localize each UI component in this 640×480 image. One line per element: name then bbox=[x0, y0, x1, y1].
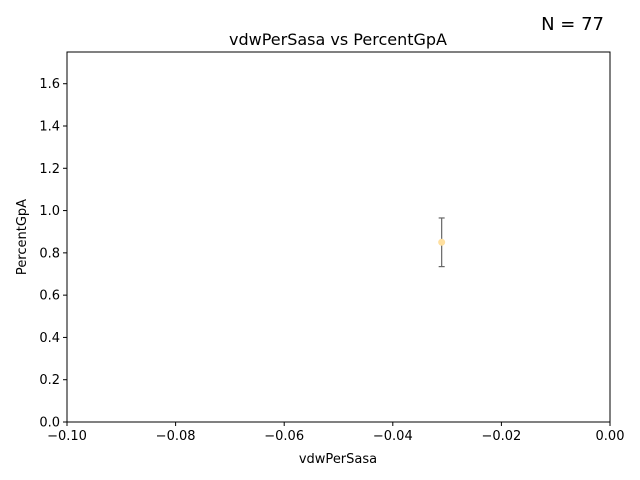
x-axis-label: vdwPerSasa bbox=[299, 452, 377, 467]
x-tick-label: 0.00 bbox=[596, 429, 625, 444]
y-tick-label: 1.6 bbox=[39, 77, 60, 92]
y-tick-label: 1.4 bbox=[39, 120, 60, 135]
y-tick-label: 0.6 bbox=[39, 289, 60, 304]
plot-frame bbox=[66, 51, 611, 423]
y-axis-label: PercentGpA bbox=[15, 199, 30, 275]
y-tick-label: 0.8 bbox=[39, 246, 60, 261]
y-tick-label: 1.0 bbox=[39, 204, 60, 219]
plot-area: −0.10 −0.08 −0.06 −0.04 −0.02 0.00 0.0 0.2 0.4 0.… bbox=[39, 51, 625, 444]
chart-title: vdwPerSasa vs PercentGpA bbox=[229, 30, 447, 49]
data-point bbox=[438, 238, 446, 246]
y-tick-label: 0.0 bbox=[39, 416, 60, 431]
y-tick-label: 0.2 bbox=[39, 373, 60, 388]
x-tick-label: −0.04 bbox=[373, 429, 413, 444]
x-tick-label: −0.08 bbox=[156, 429, 196, 444]
y-tick-label: 1.2 bbox=[39, 162, 60, 177]
sample-size-annotation: N = 77 bbox=[541, 14, 604, 35]
y-tick-label: 0.4 bbox=[39, 331, 60, 346]
x-tick-label: −0.10 bbox=[47, 429, 87, 444]
x-tick-label: −0.06 bbox=[264, 429, 304, 444]
x-tick-label: −0.02 bbox=[481, 429, 521, 444]
